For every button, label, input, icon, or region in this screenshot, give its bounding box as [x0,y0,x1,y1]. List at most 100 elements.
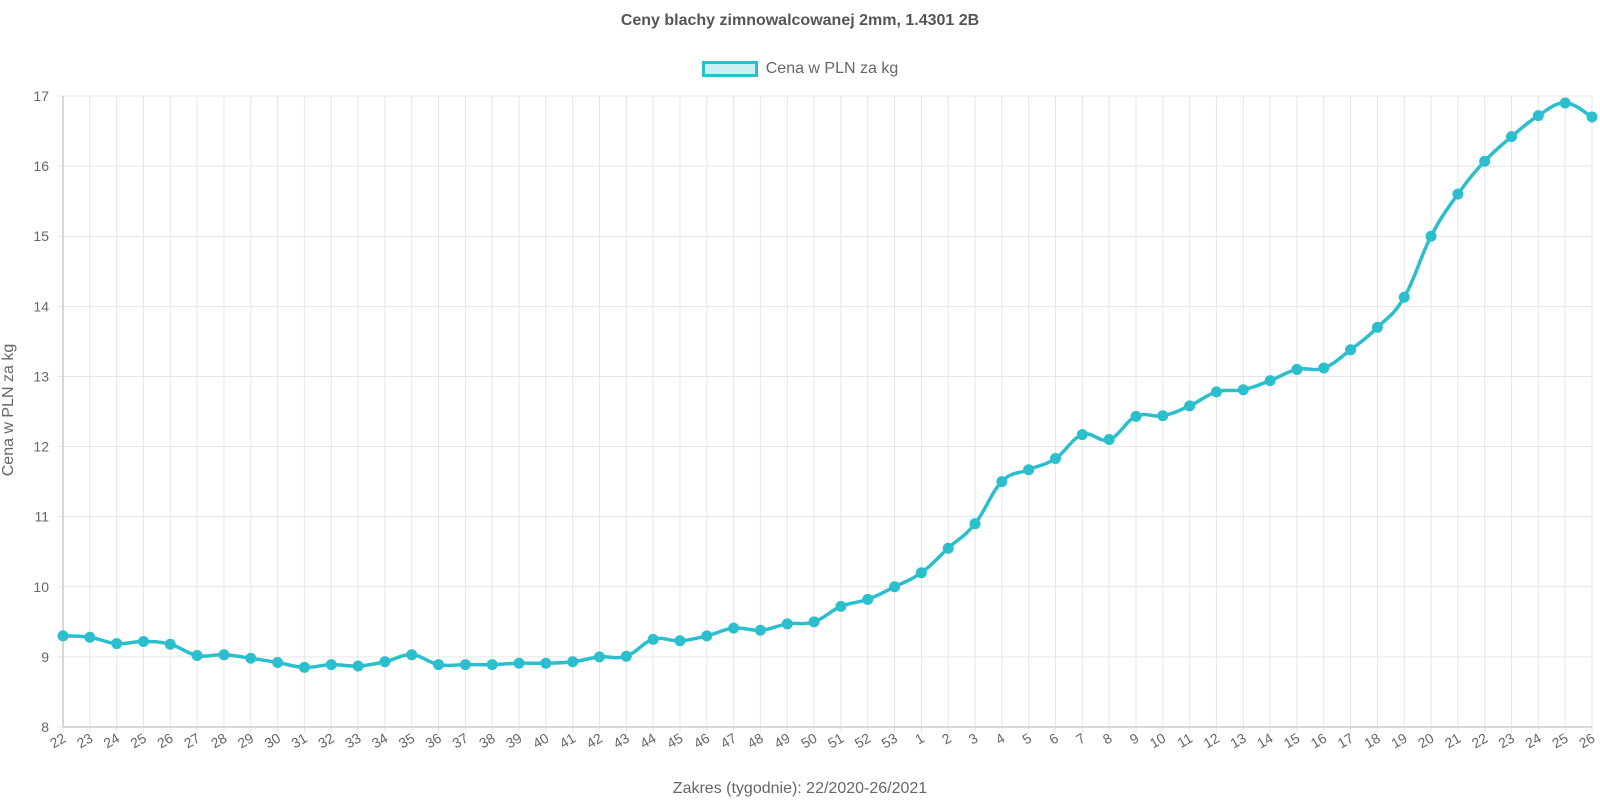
data-point [996,476,1008,488]
data-point [1264,375,1276,387]
data-point [1398,291,1410,303]
data-point [969,518,981,530]
data-point [862,593,874,605]
x-tick-label: 25 [127,730,149,752]
data-point [835,600,847,612]
data-point [1210,386,1222,398]
x-tick-label: 35 [396,730,418,752]
x-tick-label: 43 [610,730,632,752]
x-tick-label: 31 [288,730,310,752]
x-tick-label: 25 [1549,730,1571,752]
legend-swatch [701,61,758,77]
data-point [889,581,901,593]
data-point [701,630,713,642]
x-tick-label: 6 [1046,730,1061,748]
x-tick-label: 53 [879,730,901,752]
y-tick-label: 17 [33,88,49,104]
data-point [728,622,740,634]
x-tick-label: 41 [557,730,579,752]
data-point [1532,110,1544,122]
y-tick-label: 12 [33,439,49,455]
data-point [272,656,284,668]
x-tick-label: 10 [1147,730,1169,752]
data-point [1184,400,1196,412]
x-tick-label: 34 [369,730,391,752]
y-tick-label: 10 [33,579,49,595]
x-tick-label: 44 [637,730,659,752]
data-point [540,657,552,669]
y-tick-label: 9 [41,649,49,665]
data-point [1345,344,1357,356]
data-point [593,651,605,663]
data-point [620,650,632,662]
x-tick-label: 48 [744,730,766,752]
x-tick-label: 24 [101,730,123,752]
x-tick-label: 18 [1361,730,1383,752]
data-point [486,659,498,671]
data-point [1291,363,1303,375]
data-point [1237,384,1249,396]
data-point [1318,362,1330,374]
data-point [915,567,927,579]
x-tick-label: 42 [584,730,606,752]
data-point [1103,434,1115,446]
data-point [1023,464,1035,476]
x-tick-label: 17 [1335,730,1357,752]
series-line [62,101,1593,670]
x-tick-label: 50 [798,730,820,752]
data-point [111,638,123,650]
data-point [325,659,337,671]
x-tick-label: 26 [1576,730,1598,752]
x-tick-label: 21 [1442,730,1464,752]
chart-title: Ceny blachy zimnowalcowanej 2mm, 1.4301 … [620,12,980,29]
data-point [1479,155,1491,167]
x-tick-label: 13 [1227,730,1249,752]
x-tick-label: 22 [1469,730,1491,752]
x-tick-label: 8 [1100,730,1115,748]
y-tick-label: 16 [33,158,49,174]
x-tick-label: 30 [262,730,284,752]
data-point [1371,321,1383,333]
x-tick-label: 29 [235,730,257,752]
data-point [647,633,659,645]
data-point [1076,429,1088,441]
x-tick-label: 37 [449,730,471,752]
x-tick-label: 14 [1254,730,1276,752]
data-point [808,616,820,628]
y-tick-label: 15 [33,228,49,244]
data-point [513,657,525,669]
x-tick-label: 3 [966,730,981,748]
x-tick-label: 24 [1522,730,1544,752]
y-tick-label: 13 [33,368,49,384]
data-point [298,661,310,673]
data-point [754,624,766,636]
legend[interactable]: Cena w PLN za kg [0,60,1600,78]
data-point [433,659,445,671]
x-tick-label: 12 [1200,730,1222,752]
x-tick-label: 39 [503,730,525,752]
x-tick-label: 47 [718,730,740,752]
x-tick-label: 36 [423,730,445,752]
data-point [379,656,391,668]
data-point [164,638,176,650]
x-tick-label: 4 [993,730,1008,748]
x-tick-label: 9 [1127,730,1142,748]
x-tick-label: 20 [1415,730,1437,752]
data-point [459,659,471,671]
x-tick-label: 23 [1496,730,1518,752]
x-tick-label: 40 [530,730,552,752]
data-point [781,618,793,630]
x-tick-label: 22 [47,730,69,752]
x-axis-title: Zakres (tygodnie): 22/2020-26/2021 [672,780,928,797]
data-point [942,542,954,554]
legend-label: Cena w PLN za kg [765,60,899,77]
x-tick-label: 46 [691,730,713,752]
y-tick-label: 8 [41,719,49,735]
x-tick-label: 32 [315,730,337,752]
data-point [1452,188,1464,200]
x-tick-label: 33 [342,730,364,752]
x-tick-label: 28 [208,730,230,752]
x-tick-label: 2 [939,730,954,748]
data-point [84,631,96,643]
